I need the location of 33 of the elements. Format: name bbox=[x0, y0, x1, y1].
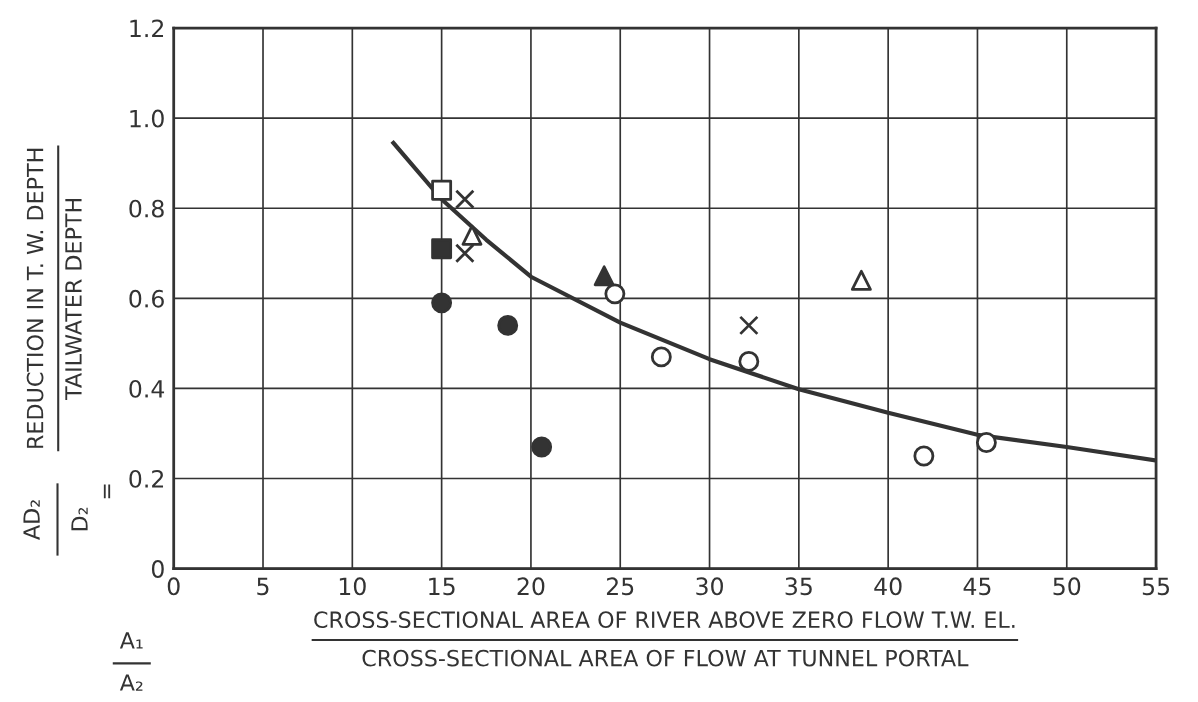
y-tick-label: 0.6 bbox=[129, 289, 164, 308]
y-axis-title: REDUCTION IN T. W. DEPTH TAILWATER DEPTH bbox=[26, 148, 82, 448]
x-tick-label: 40 bbox=[874, 577, 902, 596]
point bbox=[431, 179, 453, 201]
text: AD₂ bbox=[23, 500, 40, 540]
x-tick-label: 10 bbox=[339, 577, 366, 596]
point bbox=[850, 269, 872, 291]
point bbox=[431, 238, 453, 260]
x-tick-label: 0 bbox=[167, 577, 180, 596]
x-tick-label: 20 bbox=[517, 577, 545, 596]
x-tick-label: 45 bbox=[963, 577, 991, 596]
x-tick-label: 50 bbox=[1053, 577, 1081, 596]
y-tick-label: 1.0 bbox=[130, 109, 164, 128]
x-tick-label: 15 bbox=[429, 577, 455, 596]
point bbox=[593, 265, 615, 287]
x-tick-label: 5 bbox=[257, 577, 269, 596]
y-tick-label: 0.4 bbox=[129, 379, 165, 398]
text: = bbox=[103, 484, 111, 499]
y-tick-label: 0.2 bbox=[129, 469, 164, 488]
text: D₂ bbox=[71, 507, 88, 531]
y-tick-label: 0 bbox=[151, 560, 164, 578]
x-tick-label: 25 bbox=[606, 577, 634, 596]
point bbox=[738, 315, 759, 336]
y-tick-label: 0.8 bbox=[129, 199, 164, 218]
x-tick-label: 35 bbox=[785, 577, 812, 596]
text: A₁ bbox=[119, 632, 143, 649]
point bbox=[454, 243, 475, 264]
text: A₂ bbox=[119, 674, 143, 691]
x-tick-label: 55 bbox=[1142, 577, 1170, 596]
x-tick-label: 30 bbox=[696, 577, 723, 596]
y-tick-label: 1.2 bbox=[130, 19, 164, 38]
x-axis-title: CROSS-SECTIONAL AREA OF RIVER ABOVE ZERO FLOW T.W. EL. CROSS-SECTIONAL AREA OF FLOW AT TUNNEL PORTAL bbox=[314, 611, 1015, 667]
point bbox=[454, 189, 475, 210]
